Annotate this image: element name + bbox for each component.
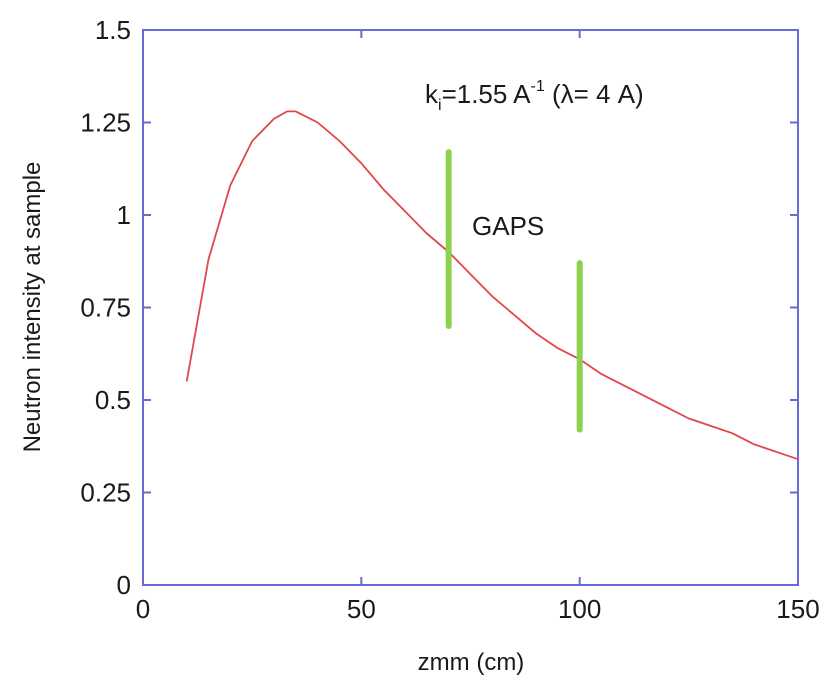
- y-tick-label: 0.25: [80, 478, 131, 508]
- annotation-gaps: GAPS: [472, 211, 544, 241]
- annotation-ki-subscript: i: [438, 97, 442, 114]
- y-axis-title: Neutron intensity at sample: [19, 162, 46, 453]
- annotation-ki-value: =1.55 A: [442, 79, 532, 109]
- y-tick-label: 1: [117, 200, 131, 230]
- y-tick-label: 0.75: [80, 293, 131, 323]
- y-tick-label: 1.5: [95, 15, 131, 45]
- marker-layer: [445, 149, 583, 433]
- intensity-curve: [185, 110, 799, 461]
- y-tick-label: 0.5: [95, 385, 131, 415]
- series-layer: [185, 110, 799, 461]
- x-tick-label: 150: [776, 594, 819, 624]
- axis-ticks: 0 50 100 150 0 0.25 0.5 0.75 1 1.25 1.5: [80, 15, 819, 624]
- y-tick-label: 1.25: [80, 108, 131, 138]
- annotation-ki-lambda: (λ= 4 A): [545, 79, 644, 109]
- annotation-ki: ki=1.55 A-1 (λ= 4 A): [425, 78, 644, 114]
- x-tick-label: 100: [558, 594, 601, 624]
- annotation-ki-exponent: -1: [530, 78, 544, 95]
- plot-frame: [142, 29, 799, 586]
- x-tick-label: 50: [347, 594, 376, 624]
- plot-area-border: [142, 29, 799, 586]
- y-tick-label: 0: [117, 570, 131, 600]
- x-axis-title: zmm (cm): [418, 649, 525, 676]
- annotation-ki-k: k: [425, 79, 439, 109]
- x-tick-label: 0: [136, 594, 150, 624]
